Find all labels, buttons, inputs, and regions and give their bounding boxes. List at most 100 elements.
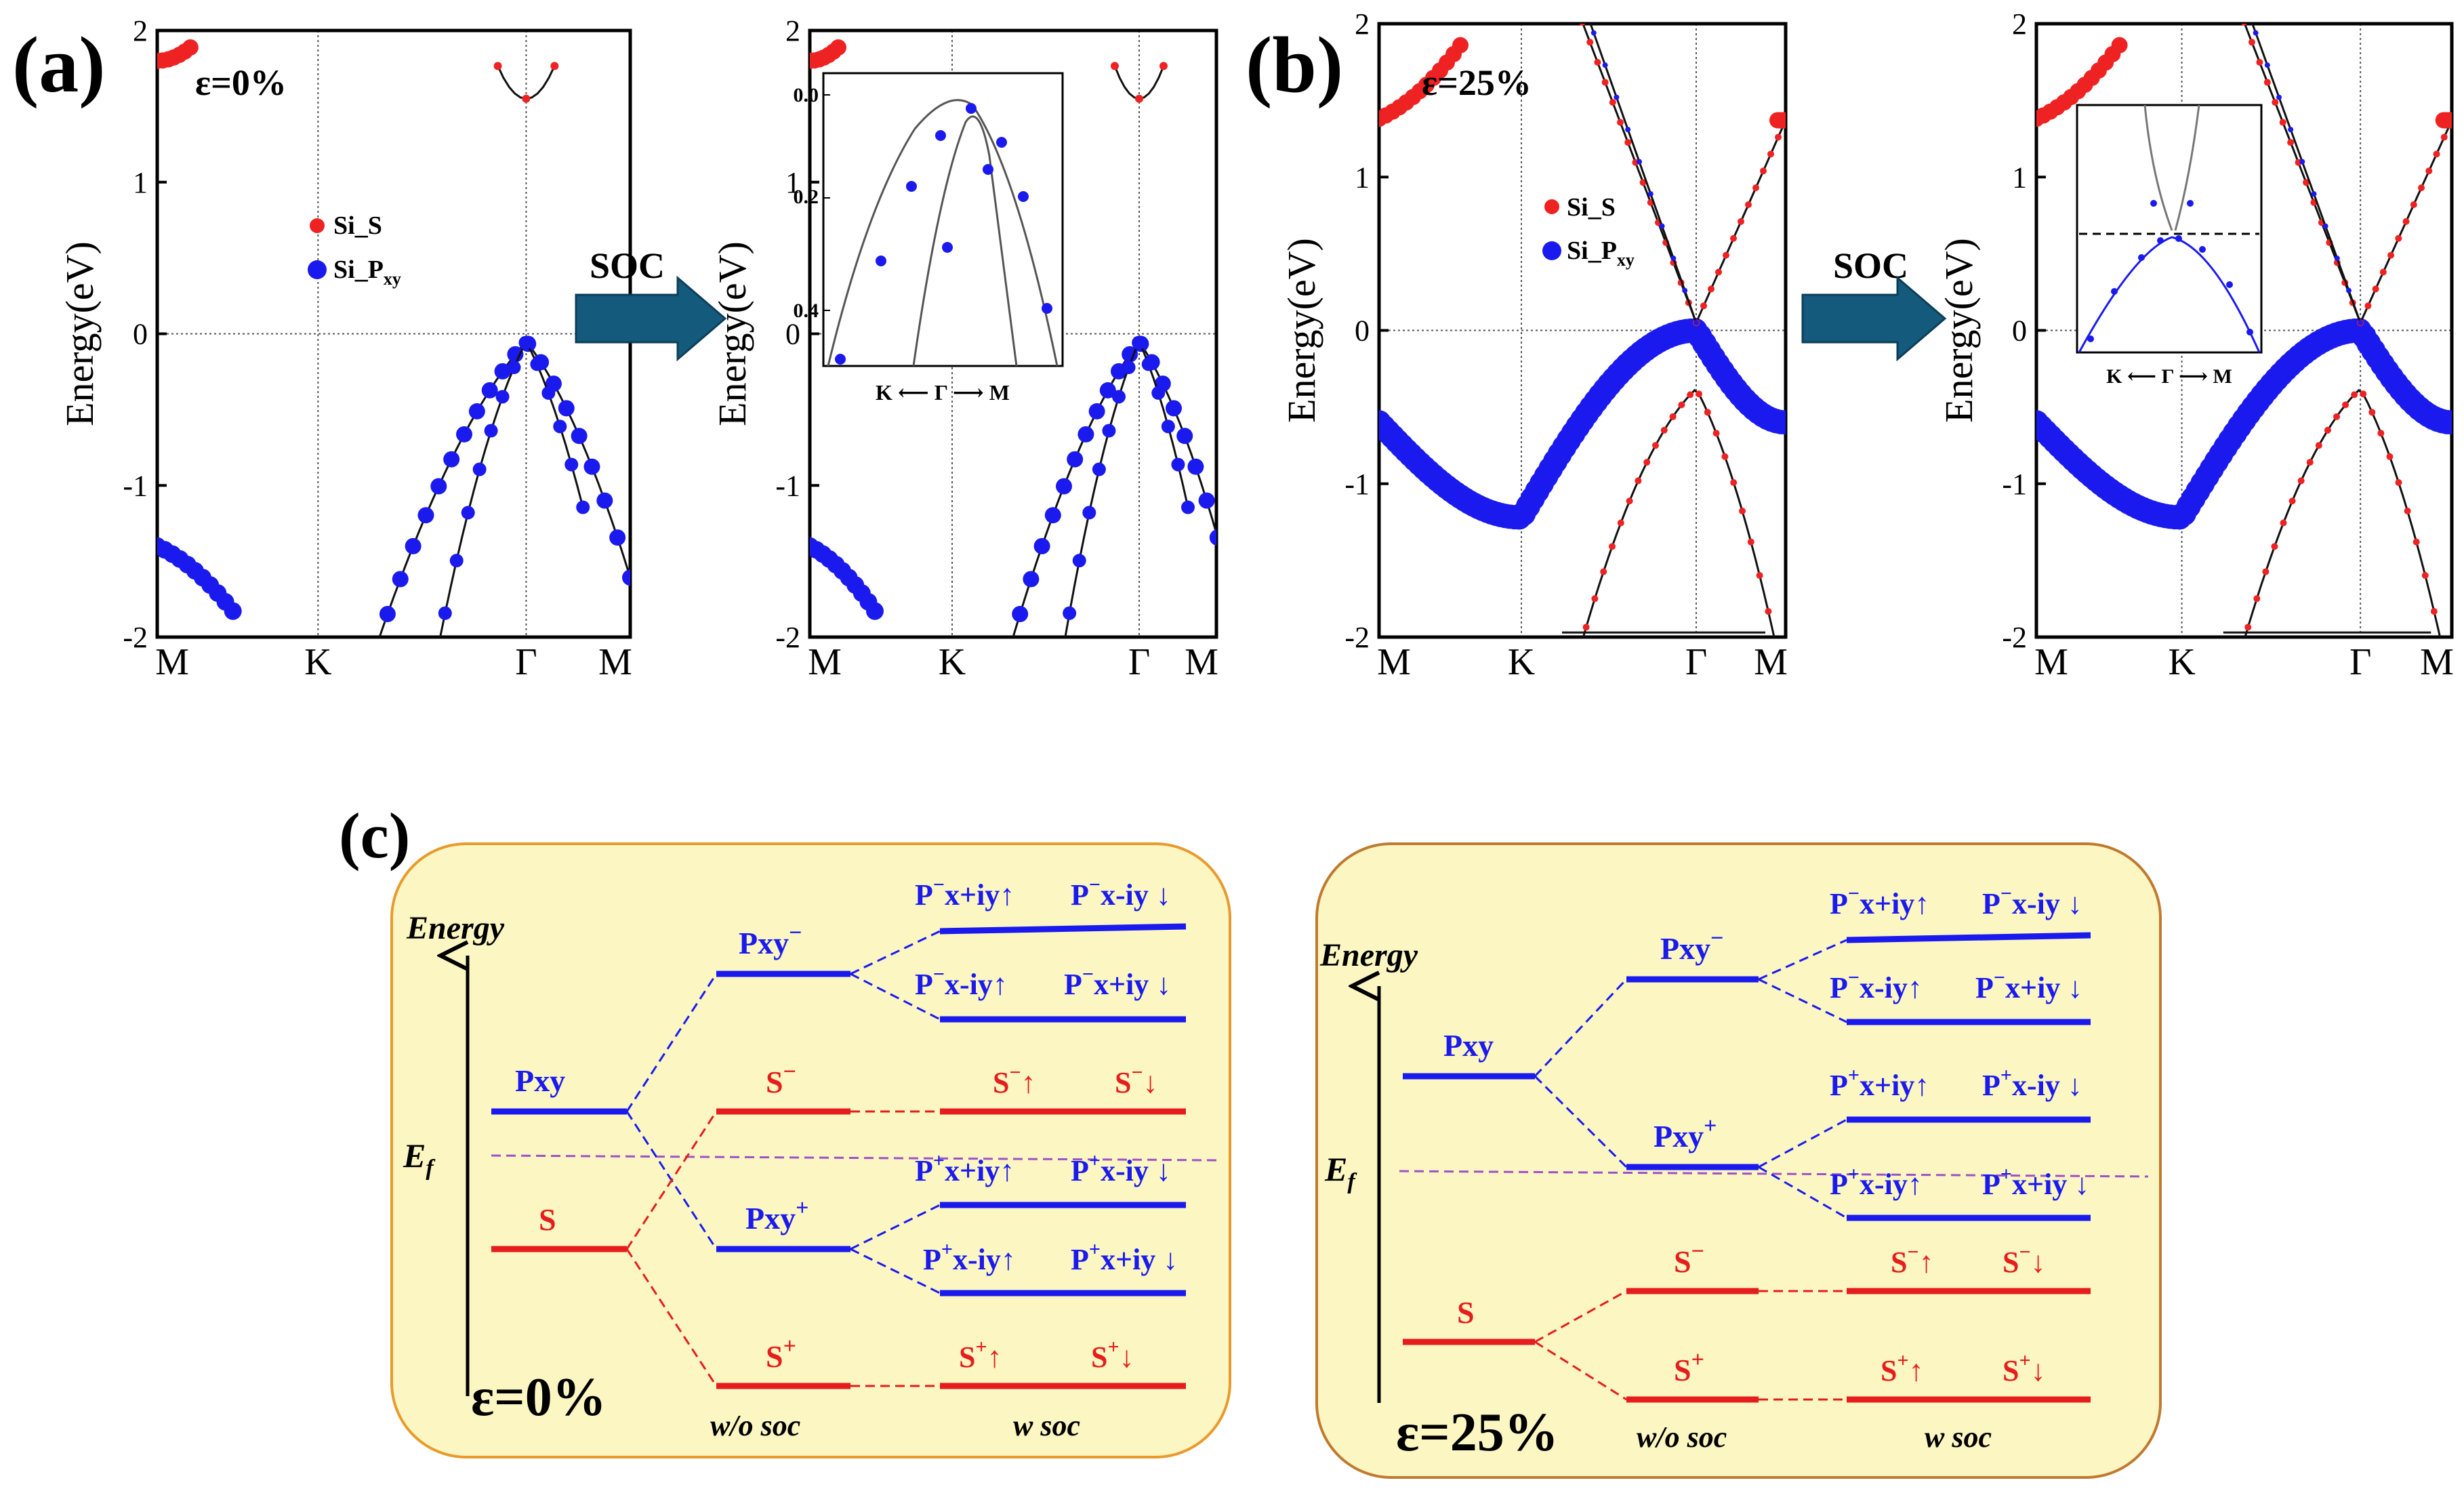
band-point	[609, 529, 626, 546]
band-point	[1591, 595, 1599, 602]
inset-b-point	[2175, 235, 2182, 242]
right-strain-label: ε=25%	[1396, 1403, 1559, 1463]
right-s-minus-main: S	[1674, 1244, 1691, 1279]
band-point	[1220, 569, 1237, 586]
panel-c-label: (c)	[339, 800, 410, 872]
band-point	[2242, 0, 2247, 3]
band-point	[2200, 792, 2207, 798]
band-point	[495, 390, 510, 404]
band-point	[1708, 285, 1714, 293]
bands	[157, 39, 630, 637]
right-box	[1315, 842, 2162, 1479]
band-point	[1635, 477, 1642, 485]
band-point	[1652, 442, 1659, 449]
x-tick-label: M	[1185, 641, 1218, 683]
bands	[1379, 24, 1786, 798]
left-pxy-minus-sup: −	[789, 920, 802, 945]
band-line	[1582, 24, 1698, 323]
band-point	[1151, 386, 1166, 400]
band-point	[1122, 346, 1138, 363]
band-point	[2303, 179, 2310, 186]
band-point	[576, 500, 590, 514]
band-point	[2402, 218, 2410, 225]
band-point	[1176, 428, 1193, 445]
inset-a-point	[966, 103, 977, 114]
x-tick-label: K	[2168, 641, 2195, 683]
band-point	[2315, 442, 2322, 449]
band-point	[1565, 686, 1572, 693]
band-point	[1001, 642, 1017, 659]
inset-b-point	[2157, 237, 2164, 244]
soc-arrow-a-label: SOC	[590, 245, 665, 286]
band-point	[571, 428, 588, 445]
y-tick-label: 0	[1355, 314, 1370, 348]
plot-frame	[155, 28, 632, 639]
inset-a-band-heavy	[827, 99, 1059, 367]
band-point	[1704, 409, 1711, 416]
band-point	[1063, 606, 1077, 620]
band-point	[1540, 792, 1546, 798]
band-line	[378, 342, 630, 637]
band-point	[1617, 119, 1624, 126]
right-pxy-label: Pxy	[1443, 1028, 1494, 1063]
y-tick-label: 0	[133, 318, 148, 351]
y-tick-label: -1	[1344, 468, 1370, 501]
right-ef-label: Ef	[1324, 1150, 1357, 1194]
band-point	[1659, 223, 1665, 229]
x-tick-label: K	[939, 641, 966, 683]
band-point	[1056, 478, 1072, 495]
band-point	[2272, 98, 2279, 106]
band-line	[2243, 24, 2362, 323]
band-point	[2324, 426, 2331, 434]
band-point	[1187, 458, 1204, 475]
y-tick-label: 0	[2012, 314, 2027, 348]
inset-b-point	[2111, 288, 2118, 295]
inset-b-point	[2150, 200, 2157, 207]
y-tick-label: -1	[123, 469, 148, 502]
right-s-minus-sup: −	[1691, 1239, 1704, 1264]
x-tick-label: M	[1377, 641, 1411, 683]
band-point	[1082, 506, 1096, 520]
right-pxy-minus-label: Pxy−	[1660, 926, 1723, 966]
band-point	[1660, 426, 1668, 434]
right-wo-soc-label: w/o soc	[1637, 1421, 1727, 1454]
band-point	[1609, 98, 1616, 106]
band-point	[1012, 606, 1029, 623]
band-point	[2404, 507, 2411, 514]
right-soc-label-2a: P−x-iy↑	[1830, 966, 1923, 1004]
inset-a-point	[1042, 303, 1052, 314]
left-soc-label-5b: P+x+iy ↓	[1071, 1238, 1178, 1276]
band-point	[1579, 24, 1586, 26]
band-point	[1639, 179, 1647, 186]
band-point	[2236, 654, 2242, 661]
y-axis-label: Energy(eV)	[1937, 238, 1981, 423]
left-connector	[625, 973, 718, 1112]
plot-frame	[1377, 22, 1788, 639]
x-tick-label: M	[808, 641, 842, 683]
right-s-label: S	[1457, 1295, 1475, 1330]
band-line	[1012, 342, 1216, 637]
y-tick-label: 2	[785, 14, 800, 47]
band-point	[1548, 755, 1555, 762]
band-point	[430, 478, 447, 495]
band-point	[2333, 413, 2340, 420]
band-point	[1586, 39, 1594, 46]
band-point	[1112, 390, 1126, 404]
band-point	[1752, 184, 1759, 192]
band-point	[2288, 127, 2294, 133]
right-soc-label-6a: S+↑	[1881, 1349, 1924, 1387]
band-point	[493, 62, 502, 70]
y-tick-label: -2	[123, 621, 148, 654]
left-s-minus-label: S−	[766, 1059, 796, 1099]
band-point	[1557, 720, 1563, 727]
band-point	[2360, 390, 2367, 398]
band-point	[2227, 686, 2234, 693]
band-point	[1712, 430, 1720, 437]
right-connector	[1758, 1118, 1847, 1168]
band-point	[1696, 390, 1702, 398]
band-point	[830, 39, 846, 56]
left-energy-label: Energy	[406, 910, 505, 946]
x-tick-label: Γ	[2349, 641, 2371, 683]
legend-b-p-sub: xy	[1617, 250, 1635, 270]
